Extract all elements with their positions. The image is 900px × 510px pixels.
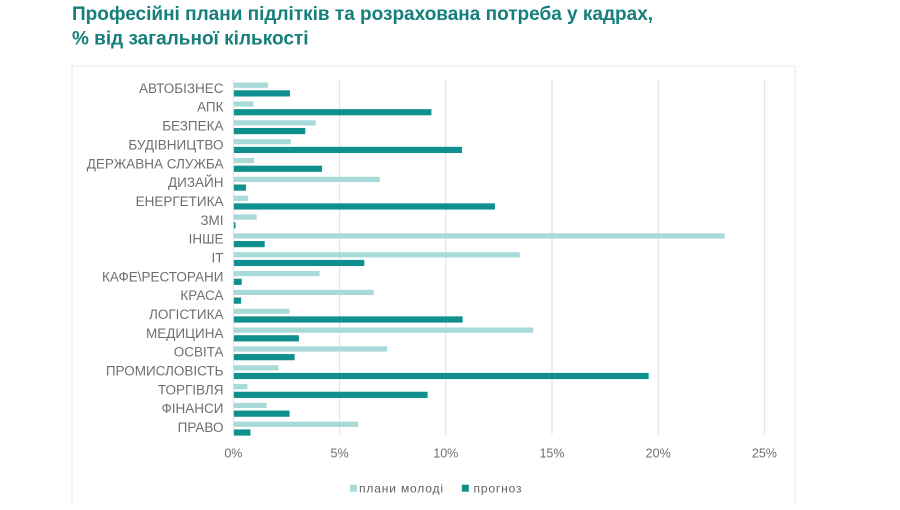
svg-text:ТОРГІВЛЯ: ТОРГІВЛЯ (158, 382, 224, 397)
svg-text:Професійні плани підлітків та: Професійні плани підлітків та розрахован… (72, 4, 653, 25)
svg-text:ІНШЕ: ІНШЕ (189, 232, 224, 247)
svg-text:КРАСА: КРАСА (180, 288, 223, 303)
svg-text:ДИЗАЙН: ДИЗАЙН (168, 175, 223, 190)
svg-text:АПК: АПК (197, 100, 224, 115)
svg-text:АВТОБІЗНЕС: АВТОБІЗНЕС (139, 81, 224, 96)
svg-text:ФІНАНСИ: ФІНАНСИ (162, 401, 224, 416)
svg-text:БЕЗПЕКА: БЕЗПЕКА (162, 119, 223, 134)
svg-text:5%: 5% (331, 447, 349, 461)
svg-text:ПРАВО: ПРАВО (178, 420, 224, 435)
svg-text:10%: 10% (433, 447, 458, 461)
svg-text:25%: 25% (752, 447, 777, 461)
svg-text:ЗМІ: ЗМІ (200, 213, 223, 228)
svg-text:ЛОГІСТИКА: ЛОГІСТИКА (149, 307, 224, 322)
svg-text:МЕДИЦИНА: МЕДИЦИНА (146, 326, 224, 341)
svg-text:20%: 20% (646, 447, 671, 461)
svg-text:прогноз: прогноз (474, 481, 523, 495)
svg-text:ЕНЕРГЕТИКА: ЕНЕРГЕТИКА (136, 194, 224, 209)
svg-text:% від загальної кількості: % від загальної кількості (72, 29, 308, 50)
svg-text:ОСВІТА: ОСВІТА (174, 345, 224, 360)
svg-text:ПРОМИСЛОВІСТЬ: ПРОМИСЛОВІСТЬ (106, 364, 224, 379)
svg-text:КАФЕ\РЕСТОРАНИ: КАФЕ\РЕСТОРАНИ (102, 269, 223, 284)
svg-text:ІТ: ІТ (212, 250, 224, 265)
svg-text:плани молоді: плани молоді (359, 481, 444, 495)
svg-text:БУДІВНИЦТВО: БУДІВНИЦТВО (128, 137, 223, 152)
svg-text:0%: 0% (224, 447, 242, 461)
svg-text:ДЕРЖАВНА СЛУЖБА: ДЕРЖАВНА СЛУЖБА (87, 156, 224, 171)
svg-text:15%: 15% (539, 447, 564, 461)
